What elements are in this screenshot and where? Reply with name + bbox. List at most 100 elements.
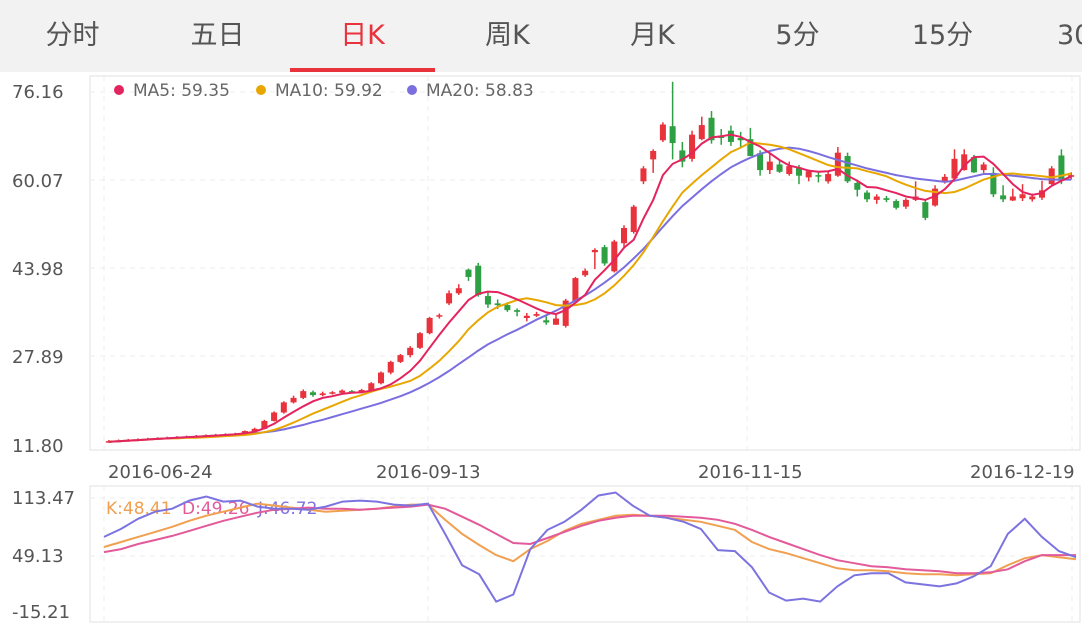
- candle-down: [309, 392, 316, 396]
- k-legend-label: K:48.41: [106, 499, 172, 519]
- candle-down: [747, 139, 754, 157]
- candle-up: [436, 315, 443, 317]
- candle-down: [494, 303, 501, 306]
- price-tick: 43.98: [12, 259, 64, 280]
- candle-down: [484, 296, 491, 305]
- price-axis: 76.16 60.07 43.98 27.89 11.80: [12, 82, 64, 457]
- candle-up: [397, 355, 404, 362]
- date-tick: 2016-12-19: [970, 462, 1075, 483]
- candle-up: [358, 390, 365, 393]
- candle-up: [261, 420, 268, 429]
- candle-up: [523, 315, 530, 319]
- tab-minute[interactable]: 分时: [45, 20, 100, 51]
- candle-up: [1009, 196, 1016, 201]
- candle-up: [805, 171, 812, 178]
- candle-down: [893, 201, 900, 208]
- date-tick: 2016-09-13: [376, 462, 481, 483]
- stock-chart: 76.16 60.07 43.98 27.89 11.80 2016-06-24…: [12, 75, 1081, 623]
- kdj-tick: -15.21: [12, 602, 70, 623]
- ma10-legend-dot: [256, 85, 266, 95]
- ma20-legend-label: MA20: 58.83: [426, 81, 534, 101]
- candle-up: [446, 293, 453, 304]
- candle-up: [1048, 168, 1055, 185]
- candle-up: [416, 333, 423, 348]
- candle-down: [854, 183, 861, 190]
- candle-up: [689, 134, 696, 159]
- candle-down: [990, 172, 997, 195]
- candle-down: [601, 247, 608, 264]
- tab-five-day[interactable]: 五日: [190, 20, 245, 51]
- j-line: [103, 491, 1077, 603]
- candle-up: [630, 206, 637, 232]
- candle-down: [815, 175, 822, 177]
- candle-up: [552, 318, 559, 325]
- candle-up: [611, 241, 618, 272]
- candle-up: [582, 270, 589, 276]
- tab-monthly-k[interactable]: 月K: [630, 20, 675, 51]
- candle-up: [640, 168, 647, 182]
- date-axis: 2016-06-24 2016-09-13 2016-11-15 2016-12…: [108, 462, 1075, 483]
- candle-up: [426, 318, 433, 334]
- candle-up: [834, 152, 841, 176]
- tab-15min[interactable]: 15分: [911, 20, 974, 51]
- candle-down: [543, 320, 550, 323]
- kdj-lines: [103, 491, 1077, 603]
- candle-up: [300, 391, 307, 398]
- candle-up: [902, 199, 909, 207]
- candle-up: [1068, 175, 1075, 177]
- candle-up: [562, 300, 569, 326]
- candle-down: [475, 265, 482, 295]
- candle-up: [251, 428, 258, 432]
- price-tick: 11.80: [12, 436, 64, 457]
- candle-up: [591, 249, 598, 253]
- candle-up: [961, 154, 968, 171]
- candle-up: [105, 441, 112, 443]
- candle-down: [922, 202, 929, 218]
- candle-up: [319, 393, 326, 396]
- ma20-legend-dot: [407, 85, 417, 95]
- kdj-panel-frame: [89, 485, 1081, 623]
- candle-up: [980, 164, 987, 171]
- candle-up: [766, 161, 773, 171]
- candle-up: [951, 158, 958, 179]
- date-tick: 2016-11-15: [698, 462, 803, 483]
- candle-up: [698, 125, 705, 140]
- k-line: [103, 502, 1077, 577]
- period-tabs: 分时 五日 日K 周K 月K 5分 15分 30: [0, 0, 1082, 72]
- candle-down: [1000, 195, 1007, 200]
- candle-down: [727, 130, 734, 142]
- candle-up: [621, 228, 628, 244]
- candle-up: [368, 383, 375, 391]
- candle-up: [873, 196, 880, 200]
- candle-down: [757, 153, 764, 171]
- candle-up: [271, 412, 278, 421]
- tab-30min[interactable]: 30: [1057, 20, 1082, 51]
- moving-average-lines: [108, 133, 1072, 443]
- candle-up: [572, 278, 579, 302]
- candle-up: [1019, 194, 1026, 199]
- candle-up: [290, 397, 297, 403]
- chart-grid: [89, 75, 1081, 623]
- candle-down: [504, 305, 511, 311]
- tab-weekly-k[interactable]: 周K: [485, 20, 530, 51]
- candle-up: [941, 176, 948, 182]
- candle-up: [659, 124, 666, 141]
- candlestick-series: [105, 81, 1075, 443]
- ma10-line: [108, 141, 1072, 443]
- candle-down: [679, 150, 686, 162]
- candle-up: [1029, 196, 1036, 200]
- d-legend-label: D:49.26: [182, 499, 250, 519]
- candle-down: [883, 198, 890, 200]
- tab-5min[interactable]: 5分: [775, 20, 820, 51]
- price-tick: 76.16: [12, 82, 64, 103]
- candle-down: [465, 269, 472, 277]
- kdj-axis: 113.47 49.13 -15.21: [12, 488, 75, 623]
- candle-up: [387, 361, 394, 373]
- candle-down: [864, 192, 871, 200]
- candle-down: [776, 164, 783, 172]
- ma5-legend-dot: [114, 85, 124, 95]
- candle-up: [455, 288, 462, 294]
- candle-down: [669, 126, 676, 144]
- candle-up: [280, 402, 287, 413]
- tab-daily-k[interactable]: 日K: [340, 20, 385, 51]
